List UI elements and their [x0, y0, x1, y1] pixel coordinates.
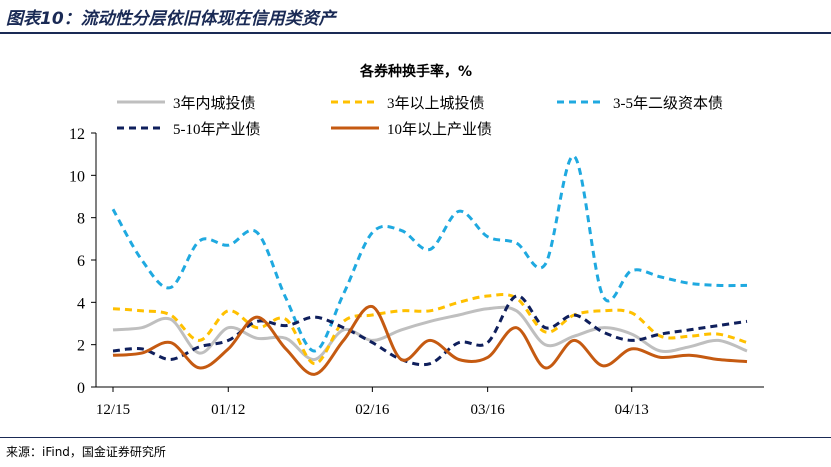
series-line-industrial-over-10y: [112, 305, 748, 376]
title-divider: [0, 32, 831, 34]
y-tick-label: 0: [77, 380, 85, 397]
source-note: 来源：iFind，国金证券研究所: [6, 445, 166, 459]
legend-label-industrial-5-10y: 5-10年产业债: [173, 121, 261, 138]
legend-label-city-invest-over-3y: 3年以上城投债: [387, 95, 485, 112]
series-line-tier2-capital-3-5y: [111, 154, 748, 353]
legend-label-tier2-capital-3-5y: 3-5年二级资本债: [613, 95, 723, 112]
footer-divider: [0, 437, 831, 438]
y-tick-label: 10: [69, 168, 85, 185]
y-tick-label: 4: [77, 295, 85, 312]
y-tick-label: 12: [69, 126, 85, 143]
x-tick-label: 04/13: [615, 402, 649, 418]
x-tick-label: 03/16: [471, 402, 506, 418]
legend-label-city-invest-under-3y: 3年内城投债: [173, 95, 256, 112]
x-tick-label: 02/16: [355, 402, 390, 418]
series-line-city-invest-over-3y: [112, 293, 748, 366]
y-tick-label: 2: [77, 338, 85, 355]
x-tick-label: 01/12: [211, 402, 245, 418]
plot-area: 0 2 4 6 8 10 12 12/15 01/12 02/16 03/16 04/13: [69, 126, 764, 418]
chart-title: 各券种换手率，%: [359, 63, 472, 80]
line-chart: 各券种换手率，% 3年内城投债 3年以上城投债 3-5年二级资本债 5-10年产业债 1…: [69, 63, 764, 418]
x-tick-label: 12/15: [96, 402, 130, 418]
figure-title: 图表10：流动性分层依旧体现在信用类资产: [6, 9, 336, 29]
y-tick-label: 6: [77, 253, 85, 270]
series-line-industrial-5-10y: [112, 294, 748, 367]
y-tick-label: 8: [77, 211, 85, 228]
legend-label-industrial-over-10y: 10年以上产业债: [387, 121, 492, 138]
legend: 3年内城投债 3年以上城投债 3-5年二级资本债 5-10年产业债 10年以上产业债: [117, 95, 723, 138]
